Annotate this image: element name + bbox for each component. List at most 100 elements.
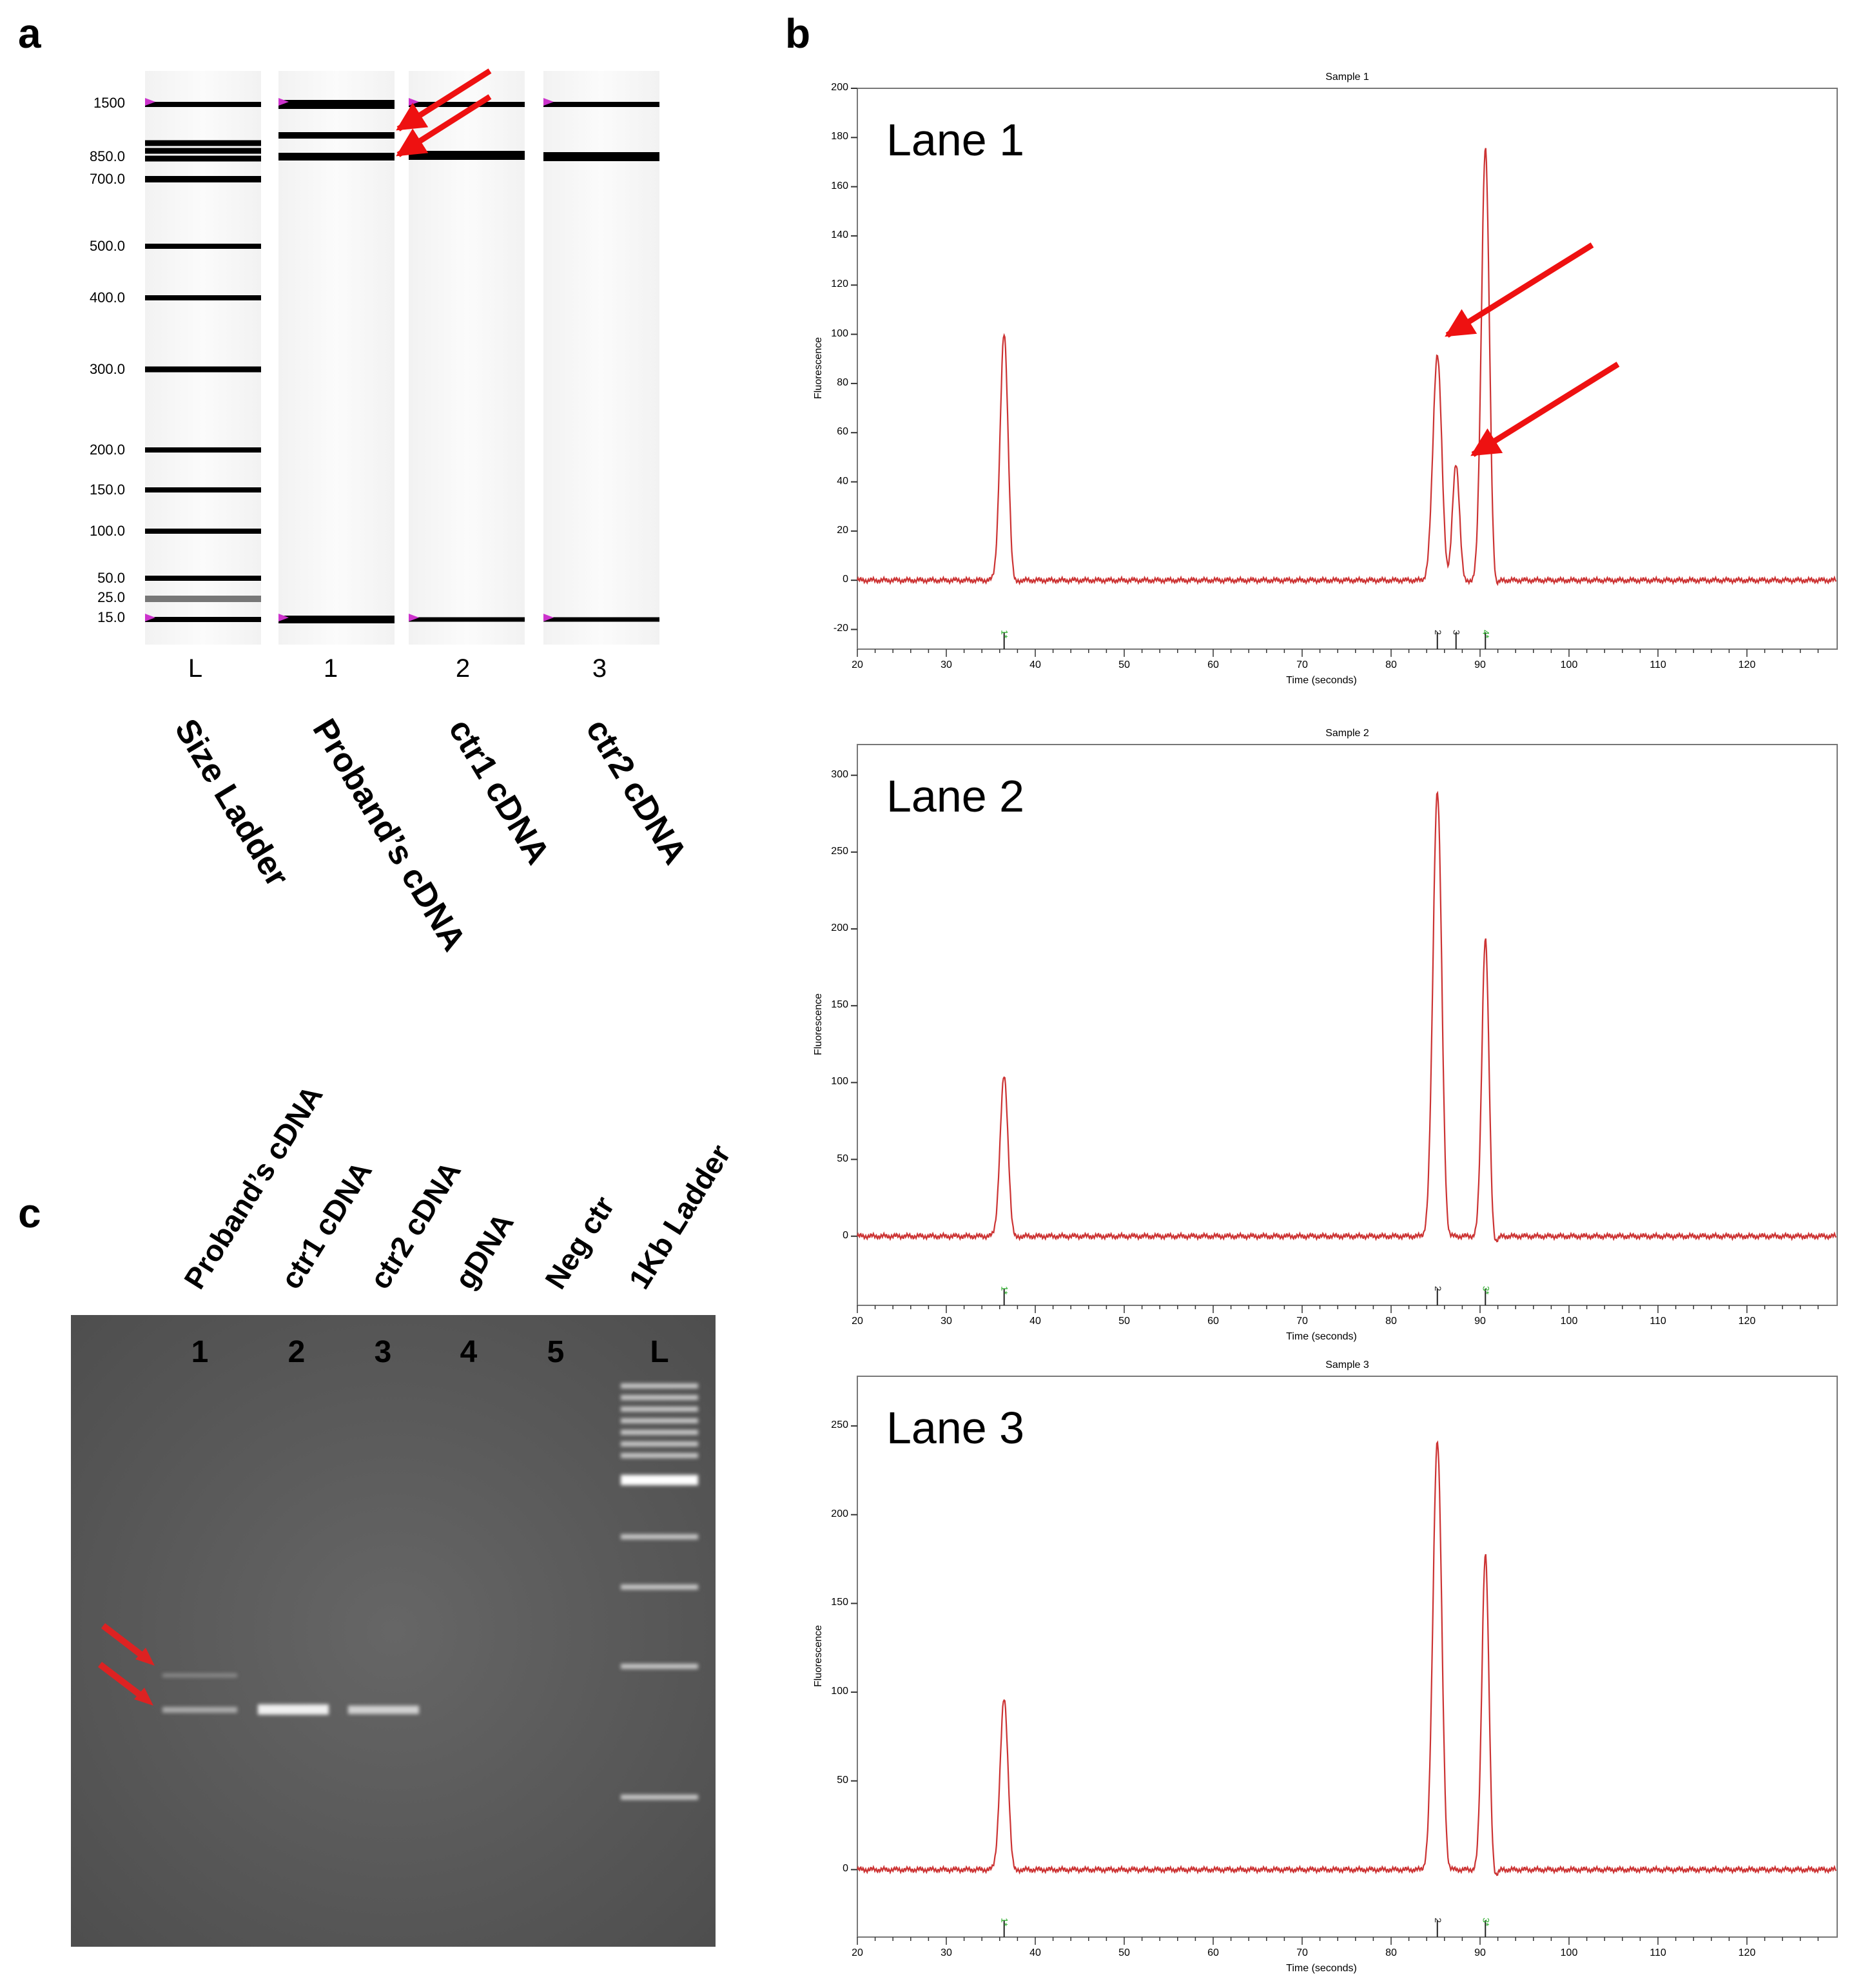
gel-lane-1 xyxy=(278,71,395,645)
x-tick-label: 40 xyxy=(1029,659,1041,670)
x-tick-label: 50 xyxy=(1118,659,1130,670)
x-tick-label: 120 xyxy=(1738,1316,1756,1327)
x-tick-label: 100 xyxy=(1560,659,1578,670)
alignment-marker xyxy=(543,98,554,106)
plot-frame xyxy=(857,744,1838,1306)
ladder-band xyxy=(145,102,261,107)
ladder-band xyxy=(145,176,261,182)
y-tick-label: 20 xyxy=(837,524,848,536)
panel-a-letter: a xyxy=(18,10,41,57)
x-tick-label: 90 xyxy=(1474,659,1486,670)
size-label: 300.0 xyxy=(89,361,125,377)
proband-band xyxy=(278,616,395,623)
gel-lane-number: 1 xyxy=(191,1335,209,1369)
y-tick-label: 150 xyxy=(831,1597,848,1608)
x-tick-label: 70 xyxy=(1296,1947,1308,1958)
gel-ladder-band xyxy=(621,1795,698,1800)
ctr1-band xyxy=(409,102,525,107)
y-tick-label: 160 xyxy=(831,180,848,191)
x-tick-label: 60 xyxy=(1207,659,1219,670)
gel-ladder-band xyxy=(621,1395,698,1400)
lane-number: 2 xyxy=(455,654,471,683)
ctr1-band xyxy=(409,151,525,160)
y-tick-label: 60 xyxy=(837,426,848,438)
gel-arrow-upper xyxy=(101,1623,150,1662)
ladder-band xyxy=(145,529,261,534)
proband-band xyxy=(278,153,395,161)
x-tick-label: 70 xyxy=(1296,1316,1308,1327)
x-tick-label: 40 xyxy=(1029,1316,1041,1327)
peak-label: 1* xyxy=(1000,1286,1010,1295)
panel-a-gel xyxy=(145,68,659,645)
x-tick-label: 110 xyxy=(1650,1316,1666,1327)
y-tick-label: 250 xyxy=(831,1419,848,1431)
size-label: 400.0 xyxy=(89,289,125,306)
size-label: 850.0 xyxy=(89,148,125,164)
y-tick-label: 80 xyxy=(837,376,848,388)
gel-lane-0 xyxy=(145,71,261,645)
ctr2-band xyxy=(543,617,659,622)
gel-lane-number: 5 xyxy=(547,1335,565,1369)
size-label: 50.0 xyxy=(97,570,125,586)
size-label: 15.0 xyxy=(97,609,125,625)
peak-label: 3 xyxy=(1452,630,1462,635)
x-tick-label: 80 xyxy=(1385,1947,1397,1958)
lane-number: 3 xyxy=(592,654,607,683)
ladder-band xyxy=(145,617,261,622)
ladder-band xyxy=(145,295,261,300)
arrow-upper-band xyxy=(396,68,492,132)
gel-band-proband-upper xyxy=(162,1673,237,1677)
y-axis-label: Fluorescence xyxy=(813,993,824,1056)
peak-label: 1* xyxy=(1000,1918,1010,1927)
lane-title: Lane 1 xyxy=(886,115,1025,165)
proband-band xyxy=(278,132,395,139)
gel-ladder-band xyxy=(621,1430,698,1435)
alignment-marker xyxy=(278,98,289,106)
y-tick-label: 0 xyxy=(843,574,848,585)
x-axis-label: Time (seconds) xyxy=(1286,1963,1357,1974)
x-tick-label: 90 xyxy=(1474,1316,1486,1327)
gel-band-ctr2 xyxy=(348,1706,419,1714)
ctr1-band xyxy=(409,617,525,622)
gel-ladder-band xyxy=(621,1664,698,1669)
arrow-lower-band xyxy=(396,94,492,157)
alignment-marker xyxy=(145,614,155,621)
x-tick-label: 50 xyxy=(1118,1316,1130,1327)
plot-title: Sample 1 xyxy=(1325,72,1369,83)
size-label: 150.0 xyxy=(89,482,125,498)
x-tick-label: 20 xyxy=(852,659,863,670)
panel-c-letter: c xyxy=(18,1190,41,1236)
gel-lane-3 xyxy=(543,71,659,645)
x-tick-label: 70 xyxy=(1296,659,1308,670)
x-tick-label: 100 xyxy=(1560,1316,1578,1327)
x-tick-label: 100 xyxy=(1560,1947,1578,1958)
ctr2-band xyxy=(543,102,659,107)
size-label: 200.0 xyxy=(89,442,125,458)
y-tick-label: 100 xyxy=(831,327,848,339)
fluorescence-trace xyxy=(856,148,1837,587)
peak-label: 1* xyxy=(1000,630,1010,639)
x-axis-label: Time (seconds) xyxy=(1286,1331,1357,1342)
x-tick-label: 80 xyxy=(1385,659,1397,670)
y-tick-label: 180 xyxy=(831,131,848,142)
gel-arrow-lower xyxy=(97,1662,148,1702)
y-tick-label: 100 xyxy=(831,1686,848,1697)
y-tick-label: 200 xyxy=(831,1508,848,1519)
ctr2-band xyxy=(543,152,659,161)
gel-lane-number: 3 xyxy=(374,1335,392,1369)
y-axis-label: Fluorescence xyxy=(813,336,824,400)
x-tick-label: 40 xyxy=(1029,1947,1041,1958)
peak-label: 2 xyxy=(1433,630,1443,635)
ladder-band xyxy=(145,366,261,373)
peak-label: 3* xyxy=(1481,1918,1491,1927)
x-tick-label: 30 xyxy=(941,659,952,670)
ladder-band xyxy=(145,576,261,581)
plot1-arrow-peak3 xyxy=(1470,362,1620,457)
gel-ladder-band xyxy=(621,1407,698,1412)
peak-label: 4* xyxy=(1481,630,1491,639)
gel-lane-number: L xyxy=(650,1335,669,1369)
gel-ladder-band xyxy=(621,1418,698,1423)
gel-ladder-band xyxy=(621,1383,698,1389)
alignment-marker xyxy=(278,614,289,621)
